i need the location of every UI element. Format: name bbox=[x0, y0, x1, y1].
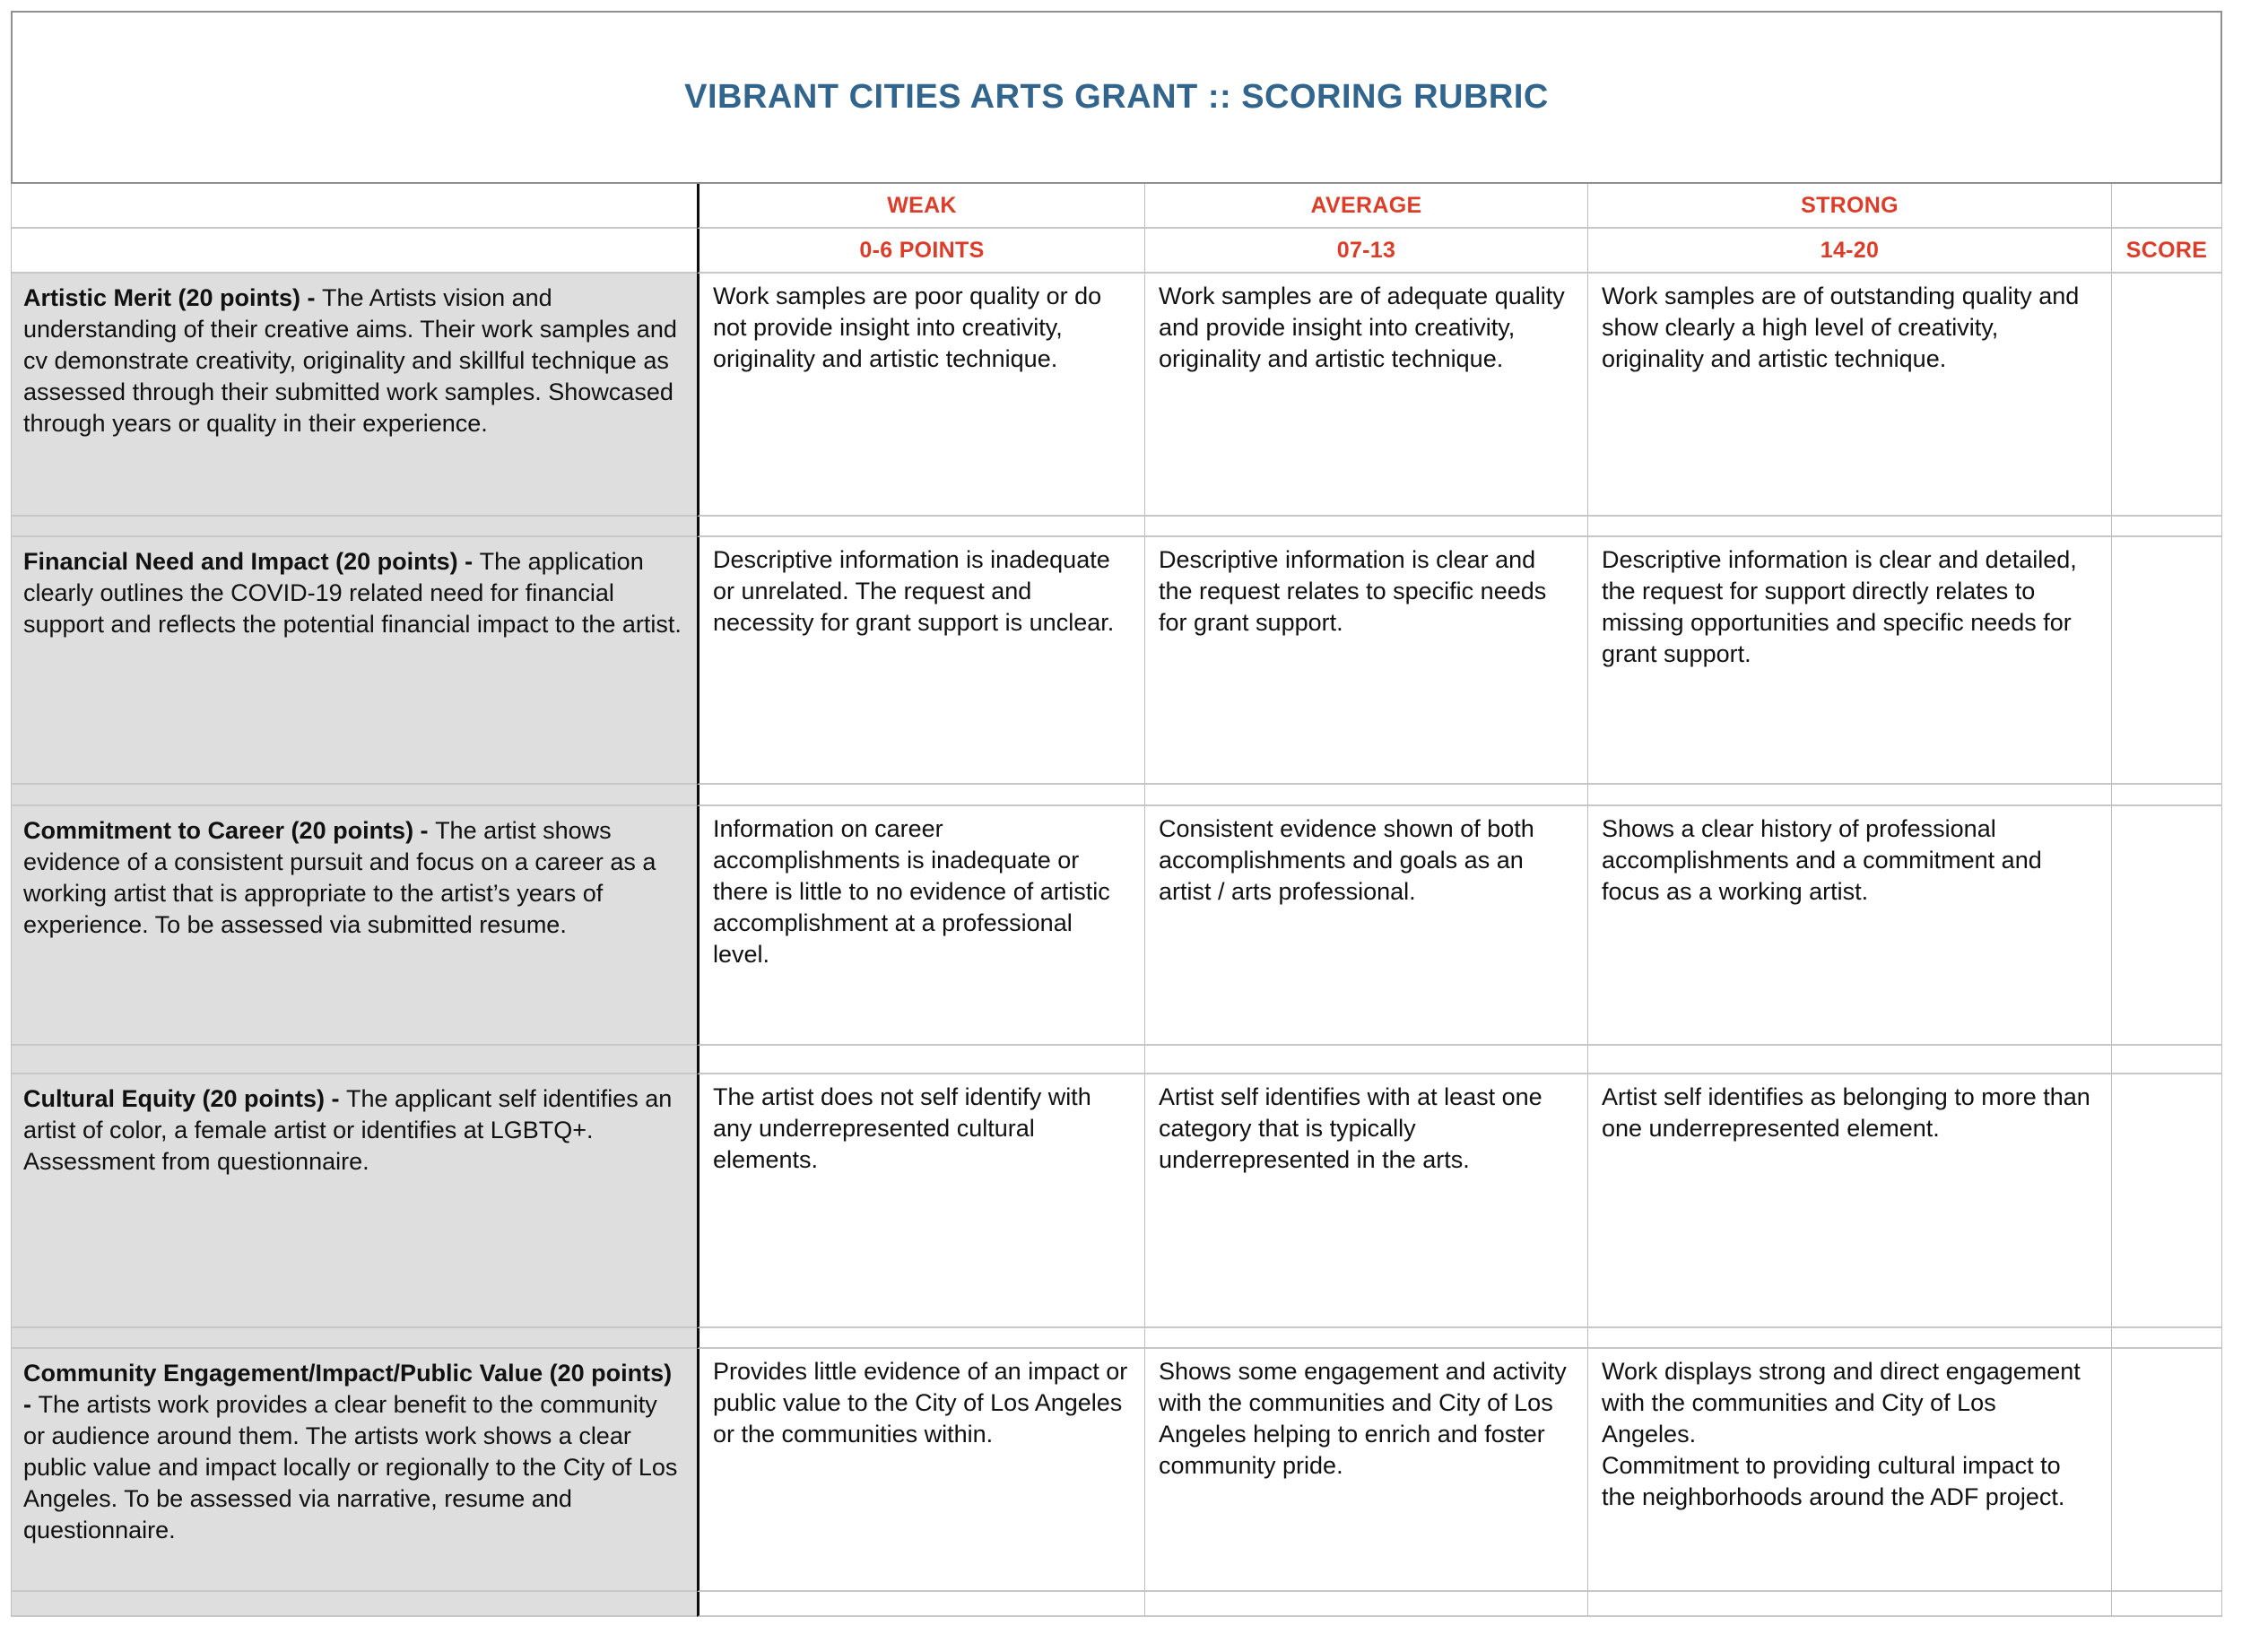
spacer-cell bbox=[1588, 1046, 2112, 1074]
spacer-cell bbox=[2112, 1046, 2222, 1074]
spacer-cell bbox=[697, 517, 1145, 537]
average-cell: Shows some engagement and activity with … bbox=[1145, 1349, 1588, 1592]
column-header-strong: STRONG bbox=[1588, 184, 2112, 229]
spacer-cell bbox=[1588, 1592, 2112, 1617]
criterion-title: Cultural Equity (20 points) - bbox=[23, 1085, 347, 1112]
spacer-cell bbox=[1588, 1328, 2112, 1349]
weak-cell: Descriptive information is inadequate or… bbox=[697, 537, 1145, 785]
score-cell[interactable] bbox=[2112, 537, 2222, 785]
column-header-weak: WEAK bbox=[697, 184, 1145, 229]
spacer-cell bbox=[697, 1046, 1145, 1074]
criterion-title: Commitment to Career (20 points) - bbox=[23, 817, 436, 844]
points-header-strong: 14-20 bbox=[1588, 229, 2112, 274]
points-criteria-blank bbox=[11, 229, 697, 274]
header-criteria-blank bbox=[11, 184, 697, 229]
score-cell[interactable] bbox=[2112, 1349, 2222, 1592]
spacer-cell bbox=[1145, 517, 1588, 537]
weak-cell: Information on career accomplishments is… bbox=[697, 806, 1145, 1046]
spacer-cell bbox=[1588, 517, 2112, 537]
average-cell: Work samples are of adequate quality and… bbox=[1145, 274, 1588, 517]
weak-cell: Work samples are poor quality or do not … bbox=[697, 274, 1145, 517]
weak-cell: The artist does not self identify with a… bbox=[697, 1074, 1145, 1328]
spacer-cell bbox=[1588, 785, 2112, 806]
header-score-blank bbox=[2112, 184, 2222, 229]
spacer-cell bbox=[2112, 785, 2222, 806]
average-cell: Artist self identifies with at least one… bbox=[1145, 1074, 1588, 1328]
strong-cell: Descriptive information is clear and det… bbox=[1588, 537, 2112, 785]
spacer-cell bbox=[697, 1328, 1145, 1349]
points-header-weak: 0-6 POINTS bbox=[697, 229, 1145, 274]
spacer-cell bbox=[2112, 1328, 2222, 1349]
score-cell[interactable] bbox=[2112, 274, 2222, 517]
criterion-cell: Artistic Merit (20 points) - The Artists… bbox=[11, 274, 697, 517]
criterion-cell: Community Engagement/Impact/Public Value… bbox=[11, 1349, 697, 1592]
score-cell[interactable] bbox=[2112, 806, 2222, 1046]
strong-cell: Shows a clear history of professional ac… bbox=[1588, 806, 2112, 1046]
weak-cell: Provides little evidence of an impact or… bbox=[697, 1349, 1145, 1592]
score-cell[interactable] bbox=[2112, 1074, 2222, 1328]
criterion-description: The Artists vision and understanding of … bbox=[23, 284, 677, 437]
criterion-cell: Cultural Equity (20 points) - The applic… bbox=[11, 1074, 697, 1328]
column-header-average: AVERAGE bbox=[1145, 184, 1588, 229]
criterion-title: Community Engagement/Impact/Public Value… bbox=[23, 1360, 673, 1418]
strong-cell: Work samples are of outstanding quality … bbox=[1588, 274, 2112, 517]
criterion-title: Financial Need and Impact (20 points) - bbox=[23, 548, 480, 575]
page-title: VIBRANT CITIES ARTS GRANT :: SCORING RUB… bbox=[684, 78, 1549, 116]
spacer-cell bbox=[11, 785, 697, 806]
criterion-description: The application clearly outlines the COV… bbox=[23, 548, 682, 638]
spacer-cell bbox=[697, 1592, 1145, 1617]
spacer-cell bbox=[1145, 785, 1588, 806]
spacer-cell bbox=[2112, 1592, 2222, 1617]
points-header-average: 07-13 bbox=[1145, 229, 1588, 274]
spacer-cell bbox=[2112, 517, 2222, 537]
spacer-cell bbox=[1145, 1328, 1588, 1349]
spacer-cell bbox=[11, 1592, 697, 1617]
column-header-score: SCORE bbox=[2112, 229, 2222, 274]
spacer-cell bbox=[11, 517, 697, 537]
criterion-cell: Financial Need and Impact (20 points) - … bbox=[11, 537, 697, 785]
strong-cell: Work displays strong and direct engageme… bbox=[1588, 1349, 2112, 1592]
average-cell: Consistent evidence shown of both accomp… bbox=[1145, 806, 1588, 1046]
spacer-cell bbox=[697, 785, 1145, 806]
spacer-cell bbox=[11, 1328, 697, 1349]
criterion-description: The artists work provides a clear benefi… bbox=[23, 1391, 678, 1543]
criterion-title: Artistic Merit (20 points) - bbox=[23, 284, 323, 311]
rubric-table: VIBRANT CITIES ARTS GRANT :: SCORING RUB… bbox=[11, 11, 2222, 1617]
title-box: VIBRANT CITIES ARTS GRANT :: SCORING RUB… bbox=[11, 11, 2222, 184]
strong-cell: Artist self identifies as belonging to m… bbox=[1588, 1074, 2112, 1328]
criterion-description: The applicant self identifies an artist … bbox=[23, 1085, 673, 1175]
spacer-cell bbox=[1145, 1592, 1588, 1617]
criterion-description: The artist shows evidence of a consisten… bbox=[23, 817, 656, 938]
criterion-cell: Commitment to Career (20 points) - The a… bbox=[11, 806, 697, 1046]
average-cell: Descriptive information is clear and the… bbox=[1145, 537, 1588, 785]
spacer-cell bbox=[11, 1046, 697, 1074]
spacer-cell bbox=[1145, 1046, 1588, 1074]
